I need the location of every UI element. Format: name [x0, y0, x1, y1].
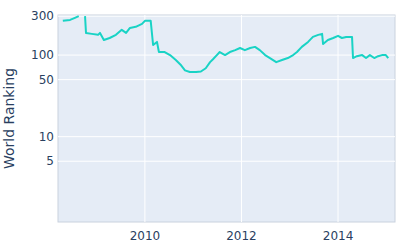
x-grid-line	[241, 15, 242, 222]
y-grid-line	[58, 136, 395, 137]
chart-svg: 5 10 50 100 300 2010 2012 2014 World Ranking	[0, 0, 400, 250]
y-tick-label: 100	[31, 48, 54, 62]
y-grid-line	[58, 161, 395, 162]
series-group	[63, 16, 388, 72]
y-grid-line	[58, 79, 395, 80]
y-tick-label: 5	[46, 154, 54, 168]
x-tick-label: 2012	[226, 229, 257, 243]
x-grid-line	[144, 15, 145, 222]
y-grid-line	[58, 16, 395, 17]
x-tick-label: 2014	[323, 229, 354, 243]
plot-area	[58, 15, 395, 222]
y-tick-label: 300	[31, 9, 54, 23]
y-tick-label: 50	[39, 73, 54, 87]
y-axis-title: World Ranking	[1, 68, 17, 169]
x-grid-line	[338, 15, 339, 222]
series-line	[63, 16, 388, 72]
x-tick-label: 2010	[130, 229, 161, 243]
chart-container: 5 10 50 100 300 2010 2012 2014 World Ranking	[0, 0, 400, 250]
y-tick-label: 10	[39, 130, 54, 144]
